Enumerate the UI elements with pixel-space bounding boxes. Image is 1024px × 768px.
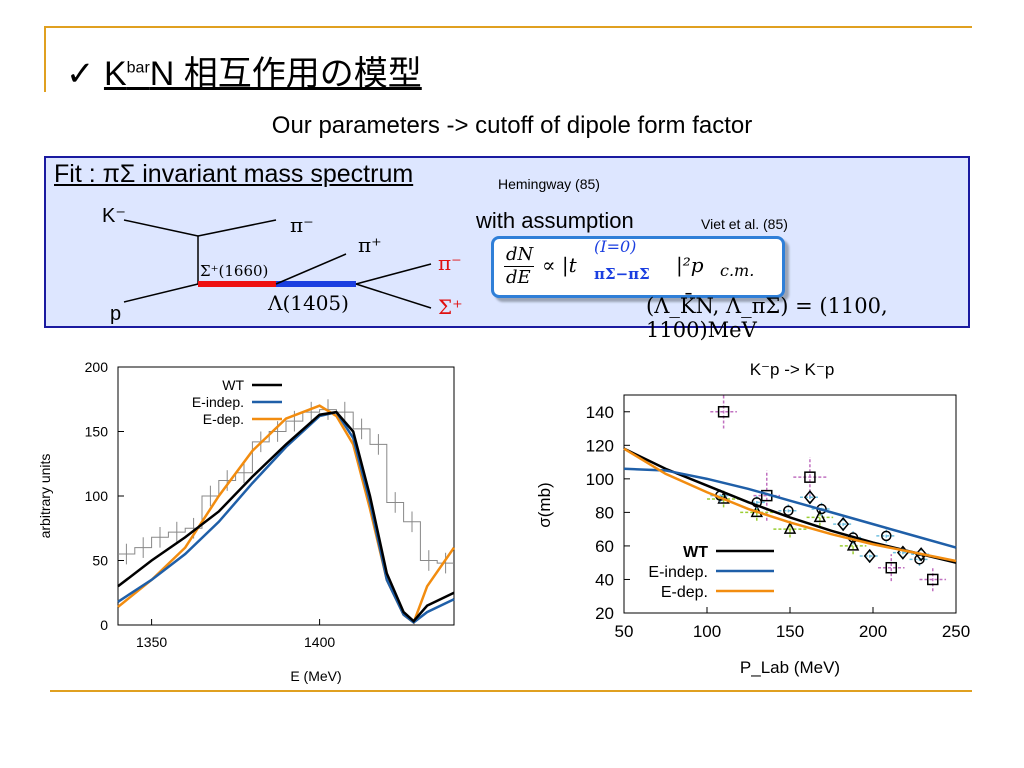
y-axis-label: σ(mb) (535, 482, 554, 527)
y-tick-label: 120 (586, 436, 614, 455)
y-axis-label: arbitrary units (37, 454, 53, 539)
histogram-group (118, 399, 454, 574)
x-tick-label: 1400 (304, 634, 335, 650)
formula-sup: (I=0) (594, 237, 637, 256)
data-point-square (927, 573, 939, 586)
ref-hemingway: Hemingway (85) (498, 176, 600, 192)
sigma1660-label: Σ⁺(1660) (200, 262, 268, 280)
assumption-label: with assumption (476, 208, 634, 233)
y-tick-label: 80 (595, 503, 614, 522)
legend: WTE-indep.E-dep. (192, 377, 282, 427)
series-line-E-indep. (623, 467, 957, 549)
fit-heading: Fit : πΣ invariant mass spectrum (54, 160, 414, 188)
subtitle: Our parameters -> cutoff of dipole form … (271, 112, 753, 139)
formula-bar (504, 266, 534, 267)
cutoff-params: (Λ_K̄N, Λ_πΣ) = (1100, 1100)MeV (646, 294, 888, 342)
piplus-label: π⁺ (358, 233, 382, 257)
bottom-rule (50, 690, 972, 692)
slide-title: ✓ KbarN 相互作用の模型 (66, 46, 422, 95)
data-point-square (885, 561, 898, 574)
formula-sub: πΣ−πΣ (594, 265, 650, 283)
formula-den: dE (506, 267, 531, 288)
data-point-square (717, 406, 730, 418)
legend-label: E-dep. (661, 584, 708, 601)
piminus-out-label: π⁻ (438, 251, 462, 275)
title-text: KbarN 相互作用の模型 (103, 55, 422, 93)
data-point-diamond (803, 490, 816, 505)
piminus-top-label: π⁻ (290, 213, 314, 237)
x-tick-label: 100 (693, 622, 721, 641)
ref-viet: Viet et al. (85) (701, 216, 788, 232)
legend-label: E-indep. (648, 564, 708, 581)
y-tick-label: 40 (595, 570, 614, 589)
legend-label: E-dep. (203, 411, 244, 427)
curves-group (117, 404, 456, 625)
legend: WT E-indep. E-dep. (648, 544, 774, 601)
x-axis-label: P_Lab (MeV) (740, 658, 840, 677)
feynman-diagram: K⁻ p π⁻ π⁺ Σ⁺(1660) Λ(1405) π⁻ Σ⁺ (102, 205, 463, 325)
lambda1405-label: Λ(1405) (267, 291, 349, 315)
data-point-circle (751, 497, 763, 508)
sigma-out-line (355, 283, 432, 309)
legend-label: WT (683, 544, 708, 561)
data-point-diamond (837, 516, 850, 532)
data-point-diamond (863, 548, 876, 564)
kminus-label: K⁻ (102, 205, 126, 227)
data-point-triangle (783, 521, 797, 534)
fit-box: Fit : πΣ invariant mass spectrum Hemingw… (44, 156, 970, 342)
formula-cm: c.m. (720, 261, 755, 280)
data-point-square (804, 471, 816, 483)
data-point-circle (783, 505, 794, 516)
check-icon: ✓ (66, 55, 95, 93)
kminus-line (123, 219, 199, 237)
formula-prop: ∝ |t (542, 253, 577, 277)
p-label: p (110, 303, 121, 325)
series-line-WT (117, 410, 455, 623)
x-tick-label: 1350 (136, 634, 167, 650)
title-accent-bar (44, 26, 46, 92)
x-tick-label: 50 (615, 622, 634, 641)
piminus-line (197, 219, 277, 237)
axes-ticks: 1350 1400 0 50 100 150 200 (85, 359, 336, 650)
data-points-group (707, 395, 947, 592)
data-point-triangle (846, 538, 860, 551)
x-tick-label: 150 (776, 622, 804, 641)
series-line-WT (623, 447, 957, 564)
y-tick-label: 100 (85, 488, 109, 504)
kp-scattering-chart: K⁻p -> K⁻p 50 100 150 200 250 20 40 60 80 100 120 1… (535, 360, 971, 677)
invariant-mass-chart: 1350 1400 0 50 100 150 200 E (MeV) arbitrary u… (37, 359, 456, 684)
y-tick-label: 200 (85, 359, 109, 375)
y-tick-label: 150 (85, 424, 109, 440)
formula-num: dN (506, 244, 534, 265)
dNdE-formula: dN dE ∝ |t (I=0) πΣ−πΣ |²p c.m. (491, 236, 785, 298)
data-point-circle (881, 530, 892, 542)
plot-frame (117, 366, 455, 626)
series-line-E-dep. (623, 447, 957, 563)
y-tick-label: 20 (595, 604, 614, 623)
x-tick-label: 200 (859, 622, 887, 641)
top-rule (44, 26, 972, 28)
proton-line (123, 283, 199, 303)
piplus-line (275, 253, 347, 285)
x-tick-label: 250 (942, 622, 970, 641)
y-tick-label: 0 (100, 617, 108, 633)
piminus-out-line (355, 263, 432, 285)
y-tick-label: 100 (586, 470, 614, 489)
y-tick-label: 50 (92, 553, 108, 569)
x-axis-label: E (MeV) (290, 668, 341, 684)
y-tick-label: 60 (595, 537, 614, 556)
data-point-triangle (813, 509, 827, 523)
axes-ticks: 50 100 150 200 250 20 40 60 80 100 120 140 (586, 403, 971, 641)
legend-label: WT (222, 377, 244, 393)
formula-rest: |²p (676, 253, 704, 277)
y-tick-label: 140 (586, 403, 614, 422)
legend-label: E-indep. (192, 394, 244, 410)
sigmaplus-out-label: Σ⁺ (438, 295, 463, 319)
chart-title: K⁻p -> K⁻p (750, 360, 835, 379)
curves-group (623, 447, 957, 564)
histogram-steps (118, 409, 454, 564)
